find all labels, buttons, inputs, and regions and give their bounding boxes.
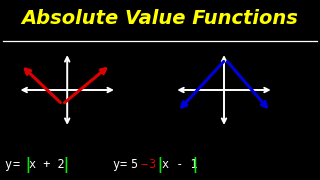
- Text: =: =: [12, 158, 19, 171]
- Text: x + 2: x + 2: [29, 158, 65, 171]
- Text: −: −: [141, 158, 148, 171]
- Text: 5: 5: [131, 158, 138, 171]
- Text: |: |: [61, 157, 70, 173]
- Text: Absolute Value Functions: Absolute Value Functions: [21, 9, 299, 28]
- Text: |: |: [191, 157, 199, 173]
- Text: y: y: [112, 158, 119, 171]
- Text: |: |: [156, 157, 164, 173]
- Text: =: =: [120, 158, 127, 171]
- Text: 3: 3: [148, 158, 155, 171]
- Text: y: y: [5, 158, 12, 171]
- Text: |: |: [23, 157, 32, 173]
- Text: x - 1: x - 1: [162, 158, 197, 171]
